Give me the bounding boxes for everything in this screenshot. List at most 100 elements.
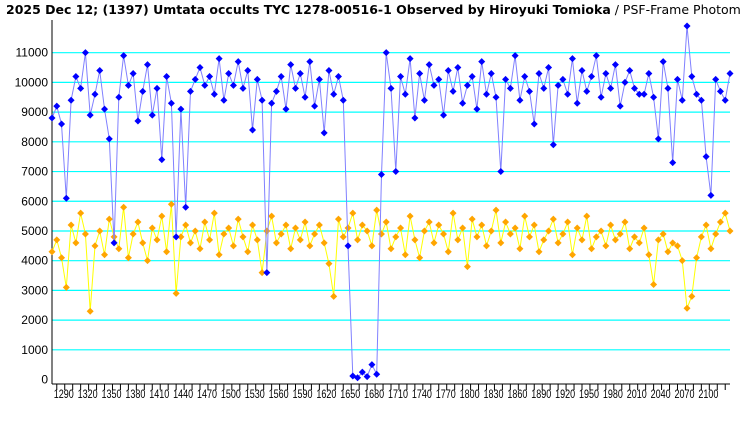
data-point [406,55,414,63]
data-point [621,78,629,86]
x-tick-label: 1590 [293,387,313,401]
data-point [358,221,366,229]
data-point [554,239,562,247]
data-point [134,218,142,226]
data-point [502,218,510,226]
y-tick-label: 4000 [21,254,48,268]
data-point [91,242,99,250]
data-point [177,105,185,113]
data-point [435,221,443,229]
x-tick-label: 2010 [627,387,647,401]
data-point [139,239,147,247]
data-point [153,236,161,244]
data-point [258,269,266,277]
data-point [287,61,295,69]
data-point [77,209,85,217]
data-point [258,96,266,104]
data-point [282,221,290,229]
data-point [487,227,495,235]
data-point [478,221,486,229]
data-point [377,171,385,179]
data-point [306,242,314,250]
data-point [330,292,338,300]
data-point [650,93,658,101]
data-point [492,206,500,214]
x-tick-label: 1620 [316,387,336,401]
x-tick-label: 1860 [507,387,527,401]
x-tick-label: 1500 [221,387,241,401]
data-point [588,245,596,253]
data-point [440,111,448,119]
data-point [425,61,433,69]
data-point [387,84,395,92]
data-point [215,251,223,259]
data-point [559,75,567,83]
data-point [621,218,629,226]
data-point [583,87,591,95]
data-point [306,58,314,66]
data-point [234,58,242,66]
data-point [311,102,319,110]
data-point [673,242,681,250]
data-point [721,209,729,217]
data-point [239,84,247,92]
data-point [511,224,519,232]
data-point [497,168,505,176]
data-point [249,221,257,229]
data-point [325,67,333,75]
data-point [392,233,400,241]
data-point [420,96,428,104]
data-point [158,156,166,164]
data-point [578,236,586,244]
data-point [645,251,653,259]
data-point [249,126,257,134]
data-point [120,203,128,211]
data-point [277,230,285,238]
x-tick-label: 1560 [269,387,289,401]
data-point [382,49,390,57]
x-tick-label: 1530 [245,387,265,401]
data-point [440,230,448,238]
data-point [712,230,720,238]
data-point [91,90,99,98]
data-point [172,233,180,241]
y-tick-label: 7000 [21,165,48,179]
data-point [716,218,724,226]
data-point [268,99,276,107]
data-point [153,84,161,92]
data-point [411,236,419,244]
data-point [239,233,247,241]
data-point [683,304,691,312]
data-point [583,212,591,220]
data-point [416,254,424,262]
data-point [373,206,381,214]
data-point [430,81,438,89]
data-point [263,227,271,235]
data-point [640,90,648,98]
data-point [597,227,605,235]
data-point [62,283,70,291]
data-point [392,168,400,176]
data-point [530,120,538,128]
data-point [640,224,648,232]
data-point [521,212,529,220]
data-point [244,67,252,75]
data-point [664,248,672,256]
data-point [358,368,366,376]
data-point [134,117,142,125]
data-point [502,75,510,83]
data-point [315,75,323,83]
x-tick-label: 1410 [149,387,169,401]
data-point [559,230,567,238]
data-point [58,120,66,128]
data-point [535,69,543,77]
data-point [105,135,113,143]
data-point [525,233,533,241]
data-point [349,209,357,217]
data-point [597,93,605,101]
data-point [530,221,538,229]
y-tick-label: 0 [41,373,48,387]
data-point [320,129,328,137]
data-point [177,233,185,241]
